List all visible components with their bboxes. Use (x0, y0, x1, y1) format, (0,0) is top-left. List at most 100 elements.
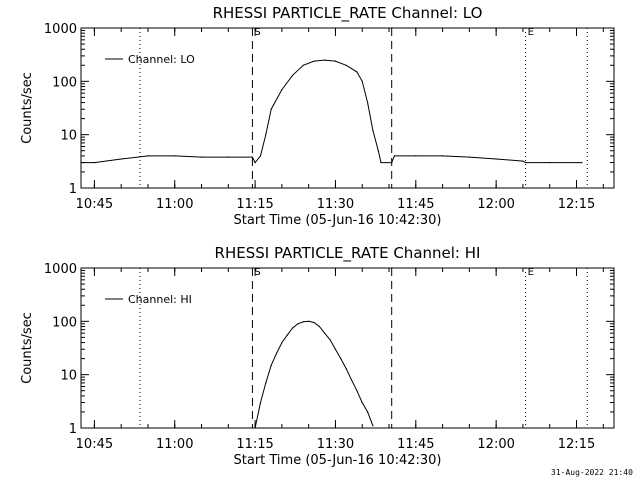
data-point (227, 156, 229, 158)
data-point (147, 155, 149, 157)
data-point (329, 339, 331, 341)
data-point (292, 74, 294, 76)
y-tick-label: 10 (60, 129, 77, 144)
data-point (292, 327, 294, 329)
x-tick-label: 10:45 (76, 197, 113, 212)
data-point (495, 158, 497, 160)
data-point (345, 368, 347, 370)
data-point (281, 342, 283, 344)
data-point (549, 162, 551, 164)
data-point (302, 321, 304, 323)
plot-frame (80, 27, 615, 189)
data-point (361, 80, 363, 82)
x-tick-label: 11:00 (156, 197, 193, 212)
y-tick-label: 1 (69, 422, 77, 437)
data-point (324, 332, 326, 334)
print-timestamp: 31-Aug-2022 21:40 (551, 468, 633, 477)
data-point (270, 364, 272, 366)
data-point (324, 59, 326, 61)
data-point (80, 162, 82, 164)
x-axis-label: Start Time (05-Jun-16 10:42:30) (234, 213, 442, 228)
data-point (275, 352, 278, 354)
data-point (308, 320, 310, 322)
data-point (313, 60, 315, 62)
data-point (270, 108, 272, 110)
x-tick-label: 11:00 (156, 437, 193, 452)
data-point (334, 348, 336, 350)
x-tick-label: 12:15 (558, 437, 595, 452)
y-tick-label: 1000 (44, 262, 77, 277)
x-tick-label: 12:00 (477, 197, 514, 212)
data-point (254, 162, 256, 164)
time-marker-label: S (254, 267, 260, 278)
data-point (377, 150, 379, 152)
x-tick-label: 11:45 (397, 437, 434, 452)
series-line (81, 59, 582, 164)
time-marker-label: E (528, 267, 534, 278)
data-point (313, 321, 315, 324)
y-axis-label: Counts/sec (20, 72, 35, 144)
x-tick-label: 12:15 (558, 197, 595, 212)
data-point (393, 155, 395, 157)
data-point (297, 323, 299, 325)
x-tick-label: 11:30 (317, 437, 354, 452)
data-point (93, 162, 95, 164)
y-tick-label: 100 (52, 75, 77, 90)
y-tick-label: 1 (69, 182, 77, 197)
x-axis-label: Start Time (05-Jun-16 10:42:30) (234, 453, 442, 468)
chart-hi: RHESSI PARTICLE_RATE Channel: HI 1 10 100 10… (20, 244, 615, 468)
data-point (259, 155, 262, 157)
data-point (200, 156, 203, 158)
data-point (372, 425, 374, 427)
data-point (254, 427, 256, 429)
data-point (286, 334, 288, 336)
data-point (522, 160, 524, 162)
x-tick-label: 12:00 (477, 437, 514, 452)
time-marker-label: S (254, 27, 260, 38)
y-axis-label: Counts/sec (20, 312, 35, 384)
data-point (372, 129, 374, 131)
x-tick-label: 11:15 (236, 437, 273, 452)
data-point (345, 64, 347, 66)
data-point (525, 162, 527, 164)
x-tick-label: 11:45 (397, 197, 434, 212)
chart-lo: RHESSI PARTICLE_RATE Channel: LO 1 10 100 10… (20, 4, 615, 228)
x-tick-label: 11:15 (236, 197, 273, 212)
data-point (259, 402, 262, 404)
legend-label: Channel: LO (128, 53, 195, 66)
data-point (265, 382, 267, 384)
data-point (174, 155, 176, 157)
data-point (340, 358, 342, 360)
time-marker-label: E (528, 27, 534, 38)
data-point (334, 60, 336, 62)
data-point (120, 158, 122, 160)
series-line (254, 320, 374, 429)
data-point (367, 102, 369, 104)
x-tick-label: 11:30 (317, 197, 354, 212)
data-point (391, 162, 393, 164)
legend-label: Channel: HI (128, 293, 192, 306)
data-point (367, 411, 369, 413)
data-point (281, 89, 283, 91)
chart-title: RHESSI PARTICLE_RATE Channel: LO (213, 4, 483, 23)
data-point (361, 402, 363, 404)
data-point (581, 162, 583, 164)
data-point (468, 156, 470, 158)
chart-title: RHESSI PARTICLE_RATE Channel: HI (215, 244, 481, 263)
data-point (415, 155, 417, 157)
data-point (251, 156, 253, 158)
y-tick-label: 10 (60, 369, 77, 384)
data-point (380, 162, 382, 164)
data-point (442, 155, 444, 157)
x-tick-label: 10:45 (76, 437, 113, 452)
plot-frame (80, 267, 615, 429)
y-tick-label: 100 (52, 315, 77, 330)
data-point (356, 390, 358, 392)
data-point (302, 64, 304, 66)
data-point (356, 71, 358, 73)
y-tick-label: 1000 (44, 22, 77, 37)
data-point (318, 325, 320, 328)
data-point (265, 134, 267, 136)
data-point (350, 379, 353, 381)
